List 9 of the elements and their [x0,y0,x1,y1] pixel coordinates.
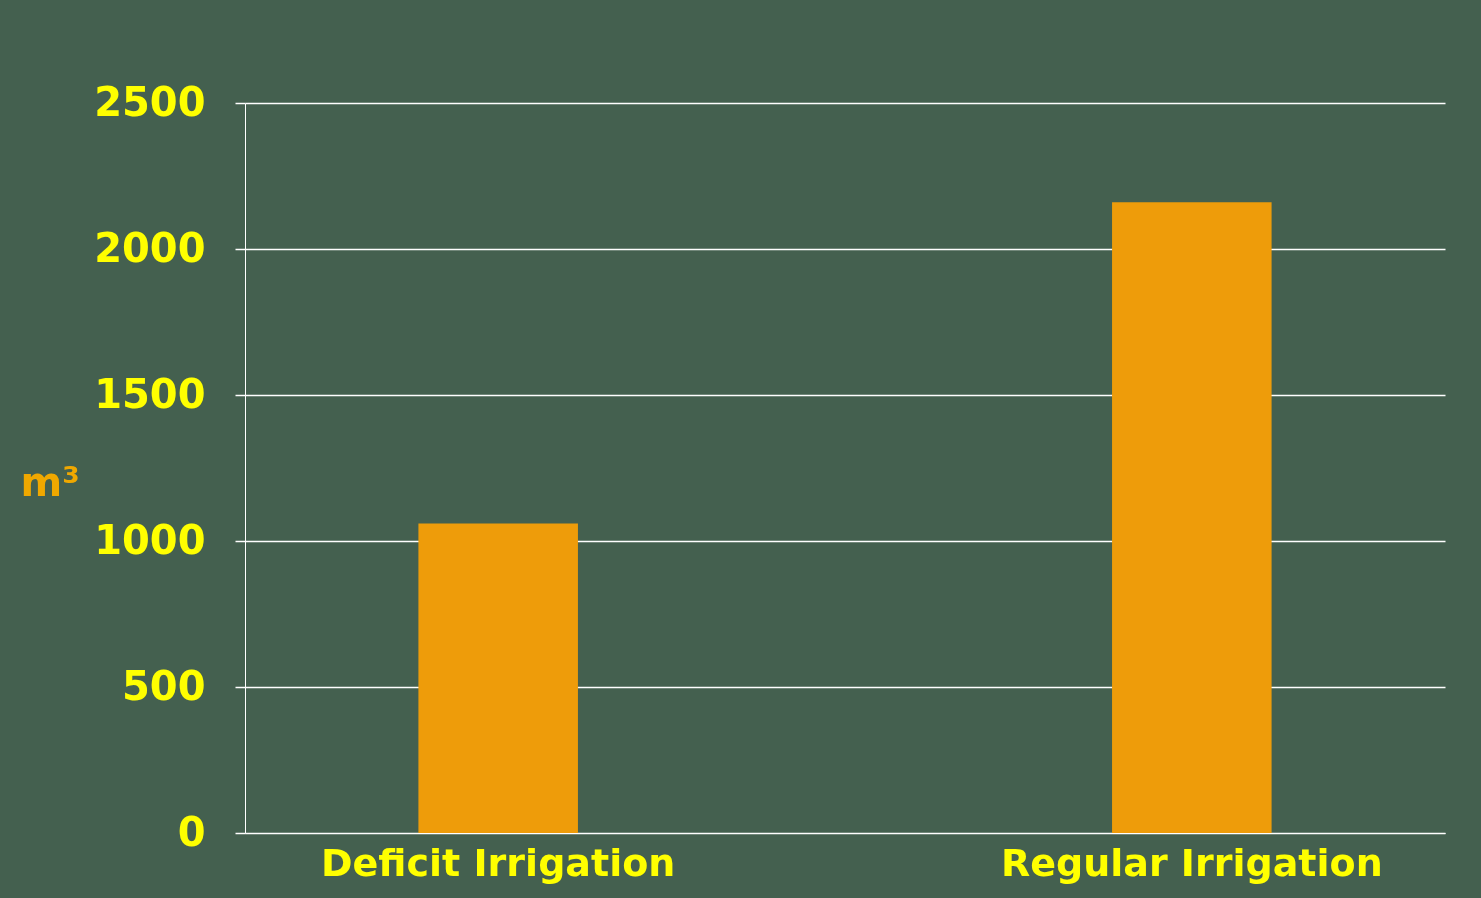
y-tick-label: 1000 [94,516,206,563]
y-tick-label: 0 [177,808,206,855]
y-tick-label: 500 [122,662,206,709]
x-tick-label: Deficit Irrigation [321,840,676,885]
y-axis-title: m³ [20,458,80,505]
y-tick-label: 2000 [94,224,206,271]
y-tick-label: 2500 [94,78,206,125]
x-tick-label: Regular Irrigation [1000,840,1383,885]
y-tick-label: 1500 [94,370,206,417]
